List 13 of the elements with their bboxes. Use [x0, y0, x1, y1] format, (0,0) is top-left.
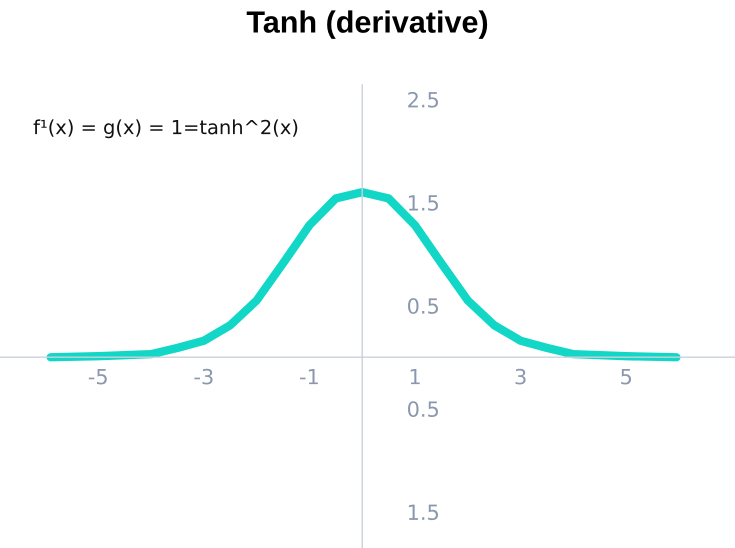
- annotation: f¹(x) = g(x) = 1=tanh^2(x): [34, 119, 298, 138]
- x-tick-label: 5: [621, 368, 632, 384]
- x-tick-label: -1: [300, 368, 318, 384]
- y-tick-label: 1.5: [408, 195, 438, 211]
- x-tick-label: -3: [194, 368, 213, 384]
- y-tick-label: 0.5: [408, 298, 438, 314]
- x-tick-label: 3: [516, 368, 526, 384]
- chart-title: Tanh (derivative): [246, 10, 488, 39]
- x-tick-label: -5: [88, 368, 107, 384]
- x-tick-label: 1: [410, 368, 420, 384]
- y-tick-label: 2.5: [408, 92, 438, 108]
- y-tick-label: 0.5: [408, 401, 438, 417]
- y-tick-label: 1.5: [408, 504, 438, 520]
